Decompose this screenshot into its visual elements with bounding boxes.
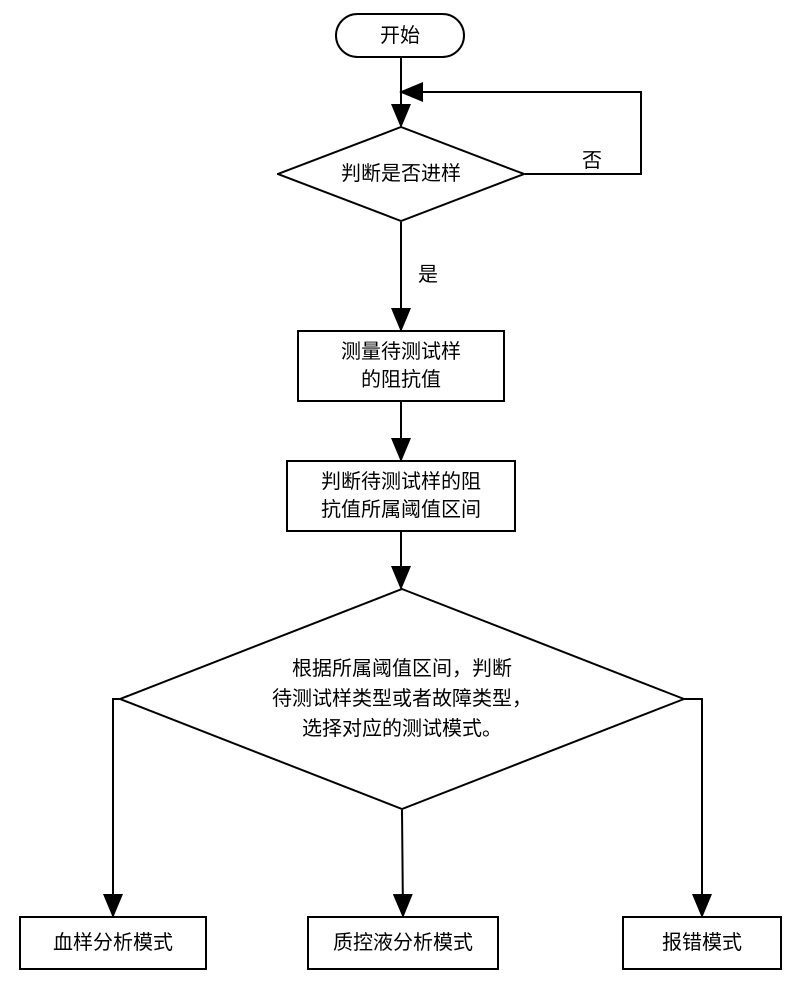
decision-sample-check: 判断是否进样 [277,126,525,222]
mode2-label: 质控液分析模式 [333,929,473,957]
decision1-label: 判断是否进样 [341,159,461,189]
mode-qc-analysis: 质控液分析模式 [307,916,499,970]
edge-label-no: 否 [582,144,602,173]
mode1-label: 血样分析模式 [53,929,173,957]
decision2-label: 根据所属阈值区间，判断 待测试样类型或者故障类型， 选择对应的测试模式。 [272,654,532,744]
process1-label: 测量待测试样 的阻抗值 [341,338,461,394]
start-node: 开始 [335,13,465,58]
mode3-label: 报错模式 [662,929,742,957]
process2-label: 判断待测试样的阻 抗值所属阈值区间 [321,468,481,524]
start-label: 开始 [380,22,420,50]
decision-select-mode: 根据所属阈值区间，判断 待测试样类型或者故障类型， 选择对应的测试模式。 [119,588,685,810]
process-measure-impedance: 测量待测试样 的阻抗值 [297,330,505,402]
mode-blood-analysis: 血样分析模式 [19,916,207,970]
edge-label-yes: 是 [418,258,438,287]
process-threshold-interval: 判断待测试样的阻 抗值所属阈值区间 [286,460,516,532]
mode-error: 报错模式 [622,916,782,970]
